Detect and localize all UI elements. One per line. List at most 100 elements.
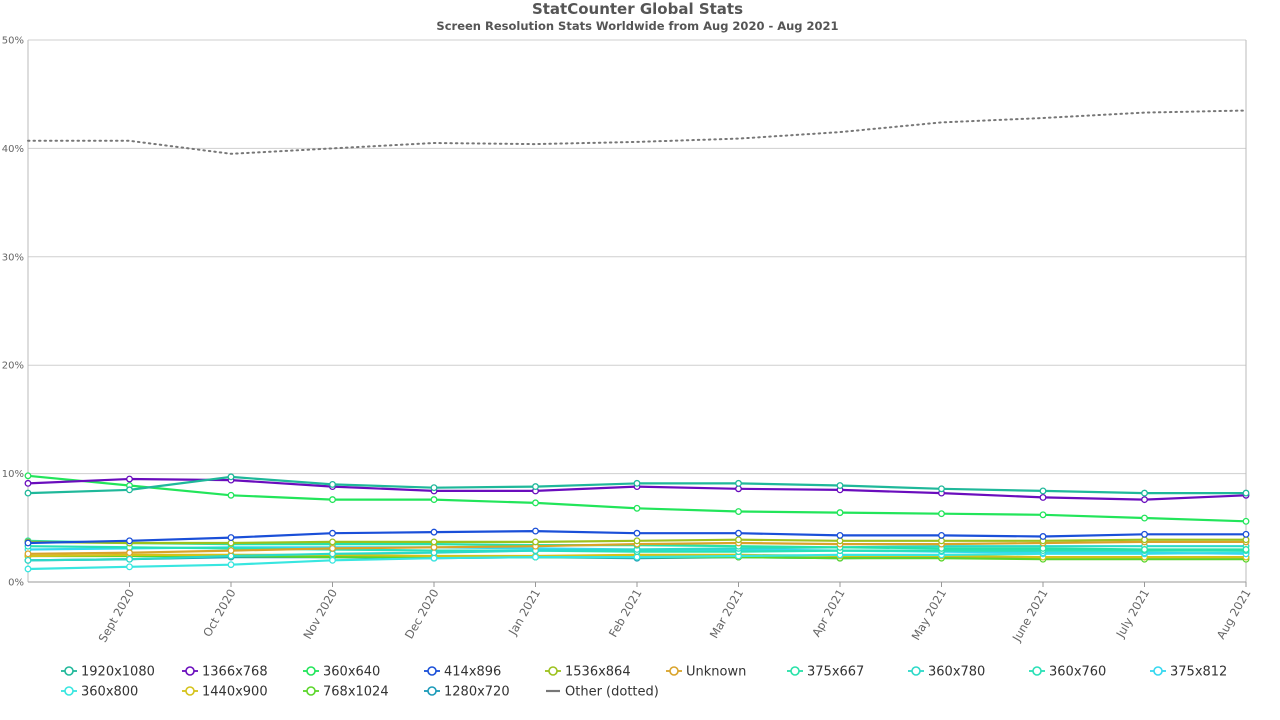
data-point-360x780 xyxy=(430,549,438,557)
data-point-1920x1080 xyxy=(633,479,641,487)
y-tick-label: 10% xyxy=(2,469,24,480)
data-point-1920x1080 xyxy=(430,484,438,492)
legend[interactable]: 1920x1080 1366x768 360x640 414x896 1536x864 U… xyxy=(61,665,1227,700)
legend-marker xyxy=(911,666,921,676)
data-point-360x640 xyxy=(430,496,438,504)
legend-item-360x760[interactable]: 360x760 xyxy=(1029,665,1106,680)
data-point-360x800 xyxy=(329,556,336,564)
legend-item-414x896[interactable]: 414x896 xyxy=(424,665,501,680)
data-point-Unknown xyxy=(430,543,438,551)
legend-marker xyxy=(185,686,195,696)
data-point-1920x1080 xyxy=(532,483,539,491)
data-point-360x640 xyxy=(24,472,32,480)
data-point-1536x864 xyxy=(329,538,336,546)
series-layer xyxy=(24,109,1250,573)
x-tick-label: Dec 2020 xyxy=(402,587,442,642)
legend-label: 360x760 xyxy=(1049,665,1106,680)
legend-marker xyxy=(64,666,74,676)
data-point-414x896 xyxy=(227,534,235,542)
x-tick-label: July 2021 xyxy=(1113,587,1152,641)
legend-label: 360x800 xyxy=(81,685,138,700)
y-tick-label: 40% xyxy=(2,144,24,155)
data-point-1536x864 xyxy=(1242,536,1250,544)
x-tick-label: Jan 2021 xyxy=(505,587,543,639)
legend-item-768x1024[interactable]: 768x1024 xyxy=(303,685,389,700)
legend-label: 1920x1080 xyxy=(81,665,155,680)
x-tick-label: Nov 2020 xyxy=(300,587,340,642)
grid-layer xyxy=(28,39,1246,583)
data-point-360x800 xyxy=(24,565,32,573)
legend-item-1280x720[interactable]: 1280x720 xyxy=(424,685,510,700)
data-point-1536x864 xyxy=(1141,536,1148,544)
legend-item-1440x900[interactable]: 1440x900 xyxy=(182,685,268,700)
data-point-360x640 xyxy=(735,508,742,515)
legend-label: 375x812 xyxy=(1170,665,1227,680)
data-point-414x896 xyxy=(938,531,945,539)
chart-subtitle: Screen Resolution Stats Worldwide from A… xyxy=(436,19,839,33)
legend-marker xyxy=(185,666,195,676)
data-point-1536x864 xyxy=(227,539,235,547)
data-point-360x780 xyxy=(329,550,336,558)
data-point-1920x1080 xyxy=(1242,489,1250,497)
data-point-360x780 xyxy=(126,555,133,563)
data-point-1920x1080 xyxy=(1039,487,1047,495)
data-point-375x667 xyxy=(1242,546,1250,553)
data-point-360x780 xyxy=(227,552,235,560)
legend-item-375x812[interactable]: 375x812 xyxy=(1150,665,1227,680)
data-point-1536x864 xyxy=(938,537,945,545)
legend-marker xyxy=(1032,666,1042,676)
data-point-1366x768 xyxy=(1039,493,1047,501)
data-point-Unknown xyxy=(329,544,336,552)
data-point-1366x768 xyxy=(735,485,742,493)
data-point-1920x1080 xyxy=(938,485,945,493)
data-point-360x640 xyxy=(532,499,539,507)
data-point-1920x1080 xyxy=(735,479,742,487)
legend-item-1920x1080[interactable]: 1920x1080 xyxy=(61,665,155,680)
data-point-414x896 xyxy=(1039,533,1047,540)
data-point-1536x864 xyxy=(735,536,742,544)
x-tick-label: Apr 2021 xyxy=(809,587,848,640)
data-point-1536x864 xyxy=(836,537,844,545)
x-tick-label: June 2021 xyxy=(1009,587,1051,645)
x-tick-label: Feb 2021 xyxy=(606,587,645,640)
x-tick-label: Aug 2021 xyxy=(1214,587,1254,642)
legend-item-360x640[interactable]: 360x640 xyxy=(303,665,380,680)
data-point-360x640 xyxy=(227,491,235,499)
legend-item-Other (dotted)[interactable]: Other (dotted) xyxy=(546,685,659,700)
data-point-414x896 xyxy=(1242,530,1250,538)
legend-label: 360x640 xyxy=(323,665,380,680)
legend-label: 1536x864 xyxy=(565,665,631,680)
legend-item-1536x864[interactable]: 1536x864 xyxy=(545,665,631,680)
data-point-Unknown xyxy=(126,549,133,557)
data-point-1920x1080 xyxy=(126,486,133,494)
data-point-414x896 xyxy=(836,531,844,539)
legend-item-1366x768[interactable]: 1366x768 xyxy=(182,665,268,680)
y-tick-label: 20% xyxy=(2,361,24,372)
legend-marker xyxy=(427,666,437,676)
legend-item-Unknown[interactable]: Unknown xyxy=(666,665,746,680)
data-point-1366x768 xyxy=(1141,496,1148,504)
legend-item-375x667[interactable]: 375x667 xyxy=(787,665,864,680)
data-point-360x780 xyxy=(24,556,32,564)
chart-title: StatCounter Global Stats xyxy=(531,0,744,18)
y-tick-label: 50% xyxy=(2,36,24,47)
data-point-360x800 xyxy=(126,563,133,571)
x-tick-label: Oct 2020 xyxy=(200,587,239,640)
x-tick-label: Mar 2021 xyxy=(707,587,746,641)
legend-item-360x780[interactable]: 360x780 xyxy=(908,665,985,680)
legend-label: Unknown xyxy=(686,665,746,680)
data-point-360x640 xyxy=(1039,511,1047,519)
data-point-1920x1080 xyxy=(227,473,235,481)
data-point-414x896 xyxy=(24,539,32,547)
legend-label: Other (dotted) xyxy=(565,685,659,700)
data-point-360x800 xyxy=(227,561,235,569)
legend-label: 360x780 xyxy=(928,665,985,680)
legend-marker xyxy=(64,686,74,696)
data-point-1366x768 xyxy=(24,479,32,487)
legend-item-360x800[interactable]: 360x800 xyxy=(61,685,138,700)
data-point-360x640 xyxy=(1141,514,1148,522)
data-point-1536x864 xyxy=(633,537,641,545)
data-point-1920x1080 xyxy=(329,480,336,488)
legend-marker xyxy=(306,686,316,696)
